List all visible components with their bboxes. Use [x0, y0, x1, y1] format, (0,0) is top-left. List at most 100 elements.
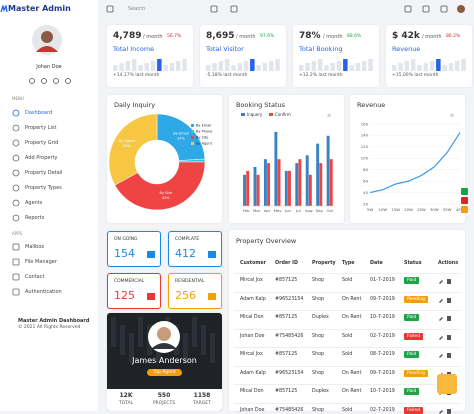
- stat-card: 4,789/ month 56.7% Total Income +14.17% las…: [107, 25, 193, 87]
- nav-item[interactable]: Property Types: [25, 185, 62, 191]
- table-cell: #96523154: [275, 370, 304, 376]
- bar: [274, 131, 278, 206]
- nav-item[interactable]: Property Grid: [25, 140, 59, 146]
- nav-icon-shape: [12, 109, 20, 117]
- chart-title: Booking Status: [236, 101, 286, 109]
- table-header: Actions: [438, 261, 459, 266]
- nav-icon: [12, 109, 20, 117]
- app-item[interactable]: Authentication: [25, 289, 62, 295]
- edit-icon: [439, 409, 443, 414]
- chat-button[interactable]: [437, 374, 457, 394]
- x-tick-label: 30W: [430, 207, 439, 212]
- table-cell: Sold: [342, 352, 353, 357]
- legend-swatch: [191, 124, 194, 127]
- bar: [298, 159, 302, 206]
- spark-bar: [256, 65, 261, 71]
- spark-bar: [423, 63, 428, 71]
- row-divider: [234, 365, 460, 367]
- bar: [263, 159, 267, 206]
- tile-label: COMMERCIAL: [114, 279, 145, 284]
- spark-bar: [275, 59, 280, 71]
- table-cell: On Rent: [342, 296, 362, 302]
- tile: COMPLATE 412: [168, 231, 222, 267]
- bar: [329, 159, 333, 206]
- slice-label: 42%: [162, 196, 170, 200]
- nav-item[interactable]: Agents: [25, 200, 43, 206]
- spark-bar: [206, 65, 211, 71]
- app-item[interactable]: Mailbox: [25, 244, 45, 250]
- table-cell: Shop: [312, 407, 325, 413]
- edit-icon: [439, 317, 443, 321]
- stat-value: 8,695: [206, 31, 235, 41]
- table-header: Order ID: [275, 261, 298, 266]
- status-badge: Failed: [404, 332, 424, 340]
- agent-name: James Anderson: [132, 356, 197, 365]
- tile-value: 256: [175, 289, 196, 302]
- nav-icon-shape: [12, 139, 20, 147]
- nav-item[interactable]: Property List: [25, 125, 57, 131]
- nav-icon: [12, 139, 20, 147]
- footer-title: Master Admin Dashboard: [18, 318, 90, 324]
- delete-icon: [447, 353, 451, 358]
- tile-icon: [208, 251, 216, 258]
- row-divider: [234, 273, 460, 274]
- table-title: Property Overview: [236, 237, 297, 245]
- stat-unit: / month: [323, 34, 343, 40]
- spark-bar: [231, 65, 236, 71]
- nav-item[interactable]: Property Detail: [25, 170, 63, 176]
- nav-item[interactable]: Add Property: [25, 155, 58, 161]
- delete-icon: [447, 297, 451, 303]
- bar: [253, 167, 257, 206]
- tile: COMMERCIAL 125: [107, 273, 161, 309]
- building-window: [192, 317, 197, 347]
- legend-label: By Email: [196, 124, 211, 128]
- stat-note: -5.18% last month: [206, 73, 248, 78]
- app-icon-shape: [12, 258, 20, 266]
- status-badge: Pending: [404, 369, 428, 377]
- nav-item[interactable]: Dashboard: [25, 110, 53, 116]
- tile-label: RESIDENTIAL: [175, 279, 205, 284]
- spark-bar: [311, 61, 317, 71]
- spark-bar: [299, 65, 304, 71]
- avatar-head: [41, 31, 53, 43]
- table-cell: 10-7-2019: [370, 315, 395, 320]
- table-cell: Sold: [342, 407, 353, 413]
- spark-bar: [218, 61, 224, 71]
- y-tick-label: 100: [361, 156, 369, 161]
- building-window: [201, 325, 206, 355]
- stat-card: $ 42k / month 86.2% Revenue +15.00% last mon…: [386, 25, 472, 87]
- table-cell: Shop: [312, 296, 325, 302]
- bell-icon: [422, 5, 430, 13]
- x-tick-label: Apr: [264, 208, 271, 213]
- stat-change: 97.6%: [260, 34, 275, 39]
- nav-item[interactable]: Reports: [25, 215, 45, 221]
- x-tick-label: Feb: [243, 208, 250, 213]
- app-item[interactable]: File Manager: [25, 259, 57, 265]
- tile-icon-shape: [208, 293, 216, 300]
- app-icon-shape: [12, 243, 20, 251]
- tile-label: ON GOING: [114, 237, 138, 242]
- table-cell: Mical Don: [240, 389, 264, 394]
- spark-bar: [305, 63, 310, 71]
- tile-icon: [147, 293, 155, 300]
- app-item[interactable]: Contact: [25, 274, 45, 280]
- bar: [295, 163, 299, 206]
- table-cell: #857125: [275, 389, 298, 394]
- menu: ≡: [327, 113, 331, 119]
- agent-stat-label: TOTAL: [118, 401, 134, 406]
- table-cell: Shop: [312, 352, 325, 357]
- agent-stat-value: 12K: [119, 392, 133, 399]
- search-box[interactable]: Search: [120, 3, 202, 16]
- table-cell: #857125: [275, 315, 298, 320]
- tile: RESIDENTIAL 256: [168, 273, 222, 309]
- stat-sparkbars: [206, 59, 280, 71]
- spark-bar: [243, 61, 249, 71]
- stat-sparkbars: [299, 59, 373, 71]
- delete-icon: [447, 334, 451, 340]
- spark-bar: [212, 63, 217, 71]
- row-actions: [439, 279, 451, 284]
- bar: [288, 170, 291, 206]
- bar: [267, 163, 271, 206]
- tile-icon: [208, 293, 216, 300]
- y-tick-label: 20: [363, 201, 368, 206]
